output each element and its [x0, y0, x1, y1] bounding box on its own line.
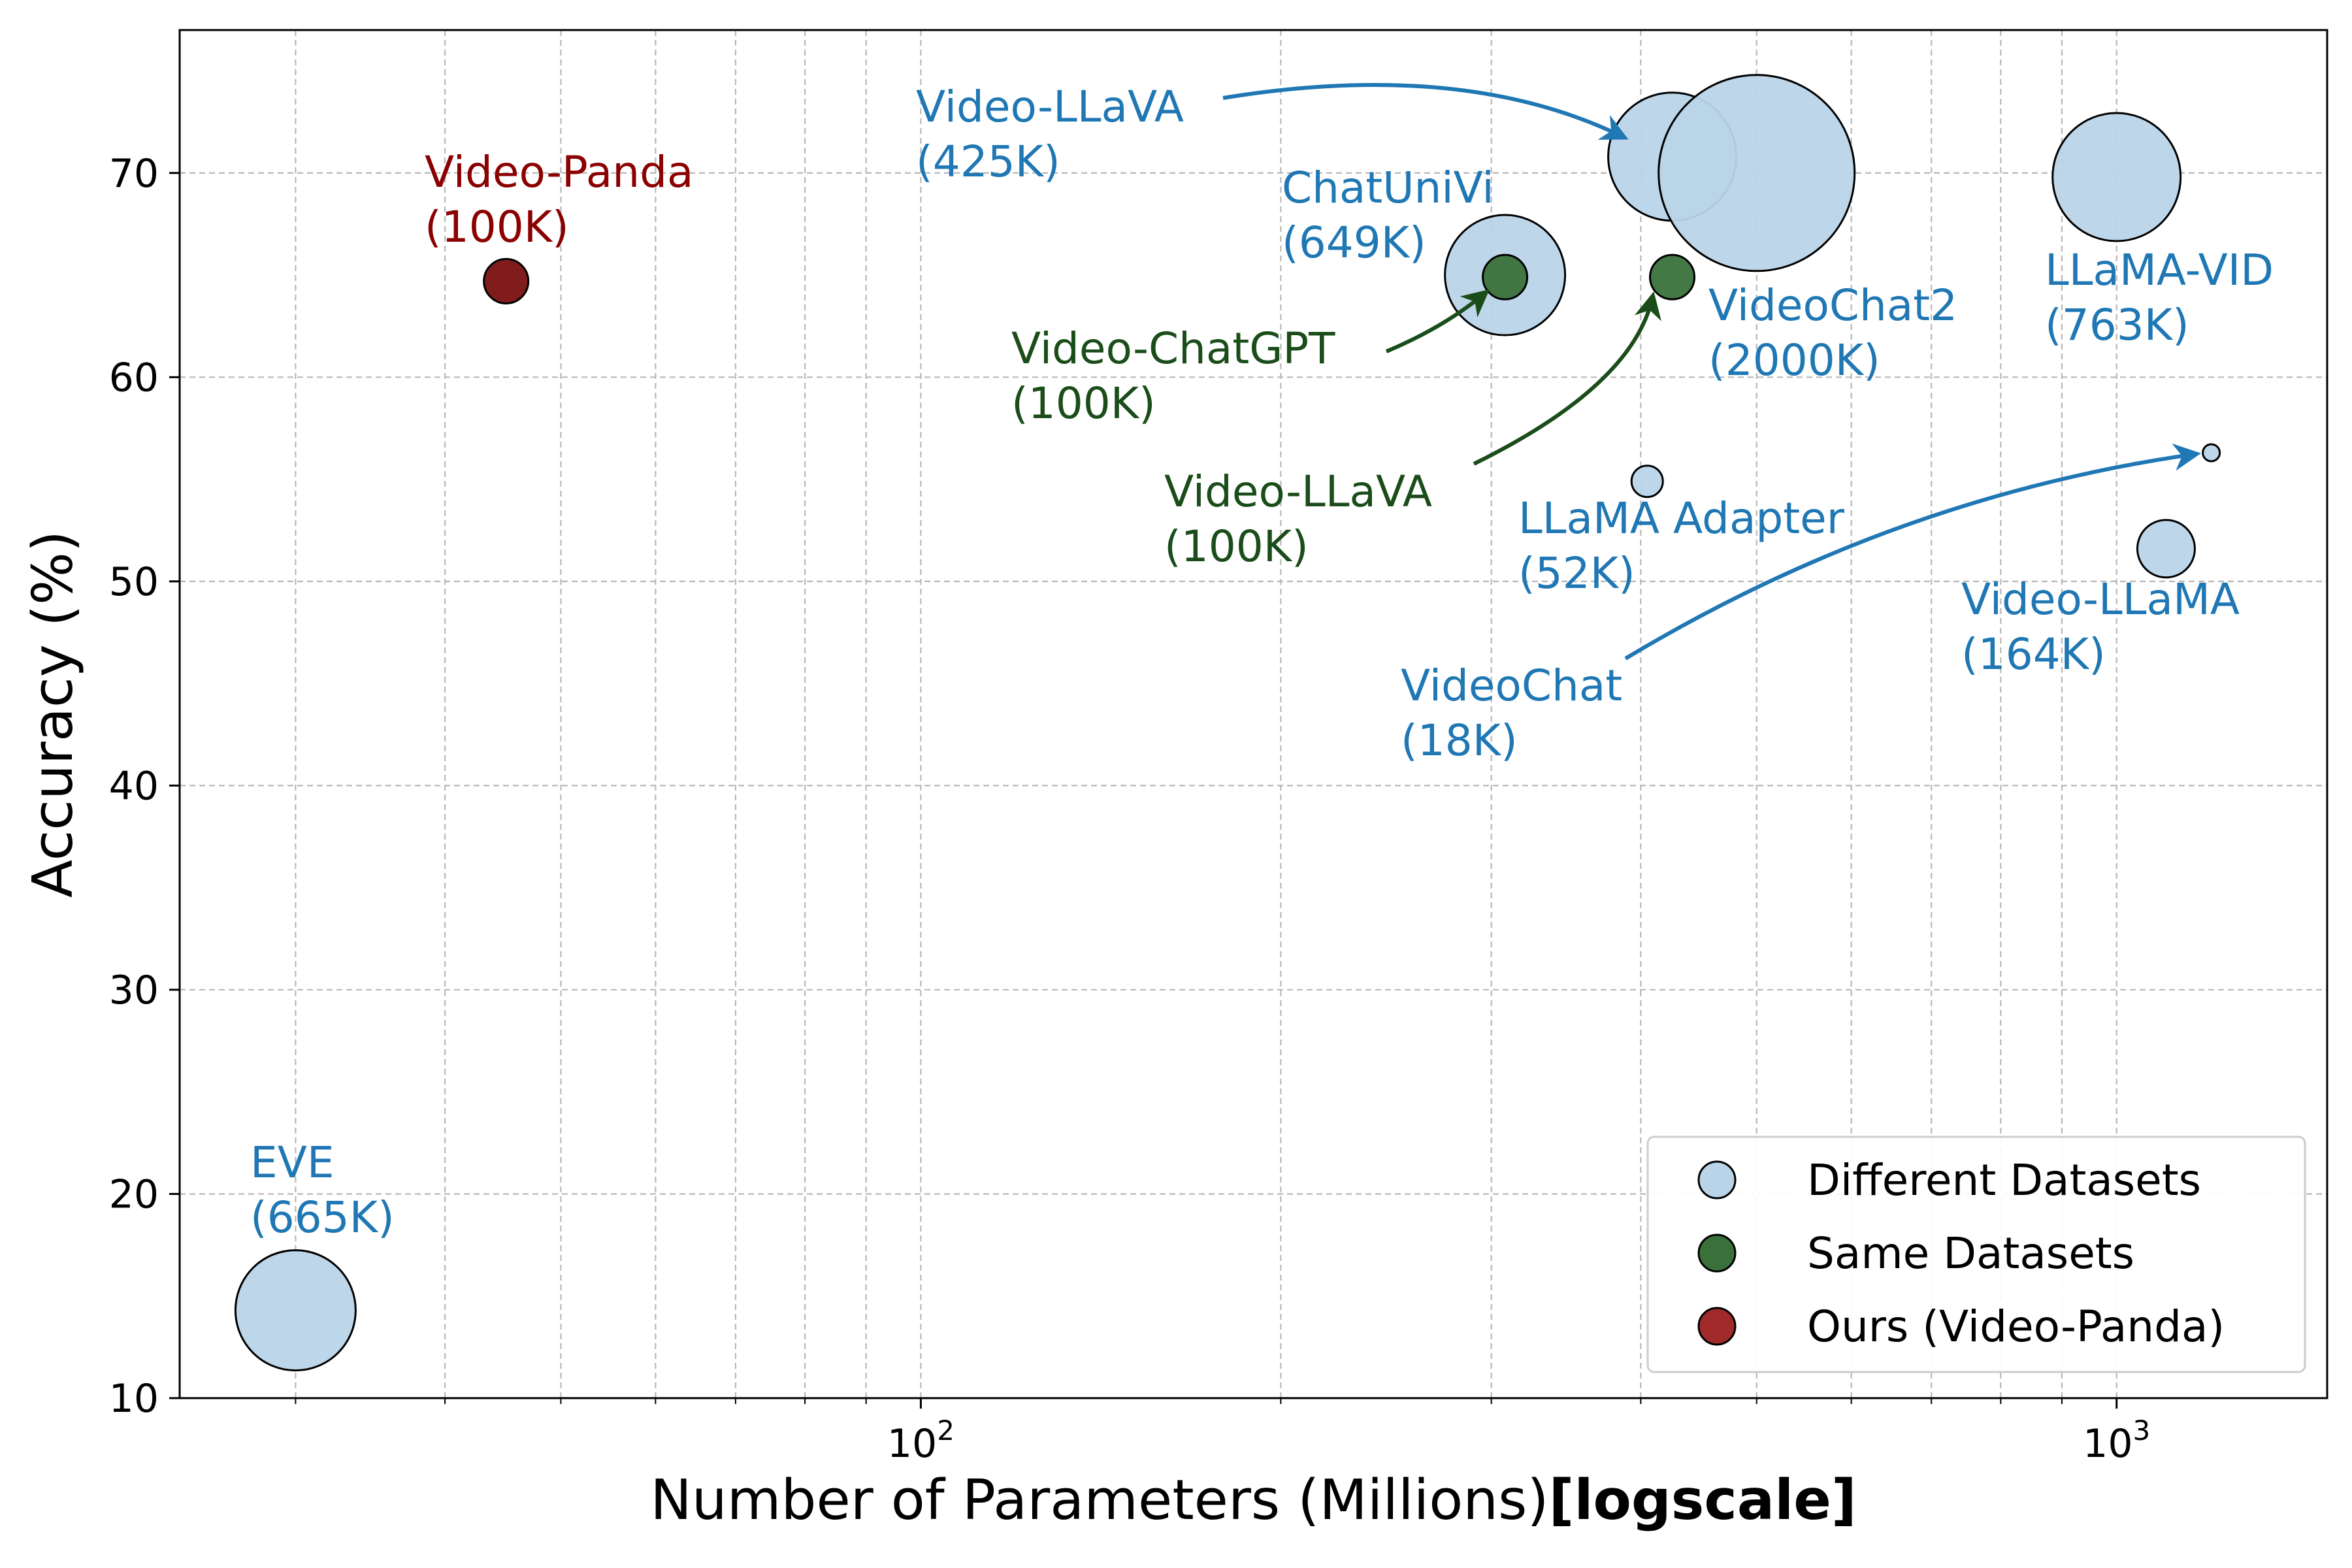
- point-llama-vid: [2051, 112, 2182, 242]
- point-videochat: [2202, 443, 2221, 463]
- label-name: VideoChat: [1401, 661, 1622, 711]
- legend-marker-different: [1697, 1160, 1737, 1200]
- label-data: (52K): [1518, 548, 1635, 598]
- point-labels: EVE (665K)Video-Panda (100K)ChatUniVi (649K…: [250, 82, 2274, 1243]
- point-video-chatgpt: [1482, 253, 1529, 301]
- x-tick-exponent: 3: [2133, 1414, 2151, 1446]
- arrow-video-chatgpt: [1385, 289, 1490, 353]
- label-name: LLaMA-VID: [2045, 245, 2274, 295]
- label-data: (649K): [1282, 218, 1426, 268]
- y-tick-label: 40: [109, 763, 159, 809]
- label-name: Video-LLaMA: [1961, 574, 2240, 625]
- x-tick-label: 102: [887, 1414, 955, 1467]
- y-tick-label: 50: [109, 559, 159, 605]
- label-llama-adapter: LLaMA Adapter (52K): [1518, 493, 1845, 598]
- legend-label-same: Same Datasets: [1807, 1228, 2134, 1279]
- label-name: LLaMA Adapter: [1518, 493, 1845, 544]
- x-axis-label-logscale: [logscale]: [1549, 1468, 1857, 1533]
- x-tick-base: 10: [2083, 1421, 2132, 1467]
- label-name: VideoChat2: [1708, 280, 1957, 331]
- label-videochat2: VideoChat2 (2000K): [1708, 280, 1957, 385]
- x-axis-label: Number of Parameters (Millions)[logscale…: [650, 1468, 1856, 1533]
- x-tick-base: 10: [887, 1421, 937, 1467]
- label-chatunivi: ChatUniVi (649K): [1282, 163, 1494, 268]
- legend-marker-ours: [1697, 1307, 1737, 1346]
- label-eve: EVE (665K): [250, 1137, 395, 1243]
- label-video-llava-100k: Video-LLaVA (100K): [1164, 466, 1432, 572]
- legend-marker-same: [1697, 1233, 1737, 1273]
- point-videochat2: [1658, 74, 1856, 272]
- x-axis-label-text: Number of Parameters (Millions): [650, 1468, 1548, 1533]
- legend-label-different: Different Datasets: [1807, 1155, 2201, 1205]
- plot-frame: [178, 29, 2328, 1399]
- label-name: Video-LLaVA: [1164, 466, 1432, 517]
- x-tick-label: 103: [2083, 1414, 2150, 1467]
- legend: Different Datasets Same Datasets Ours (Vid…: [1646, 1135, 2306, 1373]
- label-video-chatgpt: Video-ChatGPT (100K): [1011, 323, 1335, 429]
- label-data: (2000K): [1708, 335, 1880, 385]
- label-llama-vid: LLaMA-VID (763K): [2045, 245, 2274, 350]
- label-data: (100K): [425, 202, 569, 252]
- y-tick-label: 30: [109, 968, 159, 1013]
- legend-box: [1646, 1135, 2306, 1373]
- point-eve: [234, 1249, 357, 1372]
- y-tick-label: 10: [109, 1376, 159, 1422]
- point-video-panda: [483, 257, 530, 304]
- label-data: (18K): [1401, 715, 1518, 766]
- annotation-arrows: [1222, 83, 2201, 661]
- y-tick-label: 20: [109, 1171, 159, 1217]
- label-data: (164K): [1961, 629, 2106, 679]
- y-axis-label: Accuracy (%): [21, 531, 86, 898]
- label-name: ChatUniVi: [1282, 163, 1494, 213]
- label-video-llama: Video-LLaMA (164K): [1961, 574, 2240, 679]
- label-data: (100K): [1011, 378, 1156, 429]
- label-name: Video-LLaVA: [916, 82, 1184, 132]
- label-name: EVE: [250, 1137, 335, 1188]
- arrow-videochat: [1624, 443, 2201, 661]
- label-video-panda: Video-Panda (100K): [425, 147, 693, 252]
- label-videochat: VideoChat (18K): [1401, 661, 1622, 766]
- arrow-video-llava-100k: [1473, 291, 1661, 466]
- label-data: (763K): [2045, 300, 2189, 350]
- label-data: (665K): [250, 1192, 395, 1243]
- legend-label-ours: Ours (Video-Panda): [1807, 1301, 2225, 1352]
- arrow-video-llava-425k: [1222, 83, 1629, 140]
- label-data: (100K): [1164, 521, 1309, 572]
- y-tick-label: 70: [109, 151, 159, 197]
- label-name: Video-Panda: [425, 147, 693, 197]
- label-video-llava-425k: Video-LLaVA (425K): [916, 82, 1184, 187]
- label-data: (425K): [916, 137, 1060, 187]
- point-video-llava-100k: [1649, 253, 1696, 301]
- y-tick-label: 60: [109, 355, 159, 400]
- x-tick-exponent: 2: [937, 1414, 955, 1446]
- label-name: Video-ChatGPT: [1011, 323, 1335, 374]
- point-video-llama: [2136, 519, 2196, 579]
- point-llama-adapter: [1630, 465, 1664, 498]
